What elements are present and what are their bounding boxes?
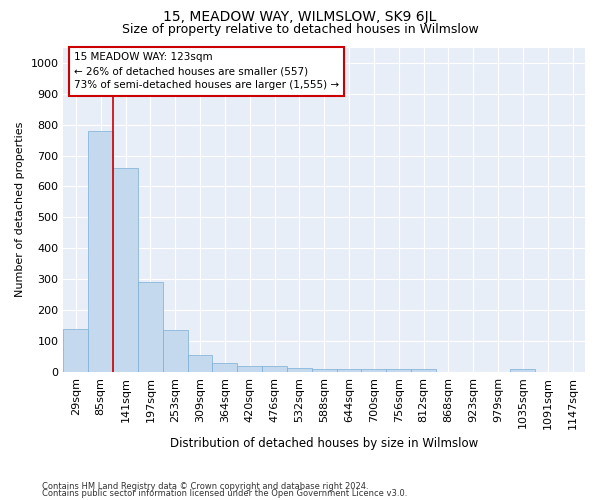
Bar <box>361 368 386 372</box>
Bar <box>64 328 88 372</box>
Bar <box>411 368 436 372</box>
Text: 15 MEADOW WAY: 123sqm
← 26% of detached houses are smaller (557)
73% of semi-det: 15 MEADOW WAY: 123sqm ← 26% of detached … <box>74 52 339 90</box>
Bar <box>212 362 237 372</box>
Bar <box>88 131 113 372</box>
Bar <box>511 368 535 372</box>
Bar <box>163 330 188 372</box>
Bar <box>262 366 287 372</box>
Text: Contains public sector information licensed under the Open Government Licence v3: Contains public sector information licen… <box>42 488 407 498</box>
Bar <box>287 368 312 372</box>
Text: Size of property relative to detached houses in Wilmslow: Size of property relative to detached ho… <box>122 22 478 36</box>
Bar <box>237 366 262 372</box>
Text: 15, MEADOW WAY, WILMSLOW, SK9 6JL: 15, MEADOW WAY, WILMSLOW, SK9 6JL <box>163 10 437 24</box>
Y-axis label: Number of detached properties: Number of detached properties <box>15 122 25 298</box>
X-axis label: Distribution of detached houses by size in Wilmslow: Distribution of detached houses by size … <box>170 437 478 450</box>
Bar <box>188 355 212 372</box>
Bar <box>138 282 163 372</box>
Text: Contains HM Land Registry data © Crown copyright and database right 2024.: Contains HM Land Registry data © Crown c… <box>42 482 368 491</box>
Bar <box>386 369 411 372</box>
Bar <box>337 368 361 372</box>
Bar <box>312 370 337 372</box>
Bar <box>113 168 138 372</box>
